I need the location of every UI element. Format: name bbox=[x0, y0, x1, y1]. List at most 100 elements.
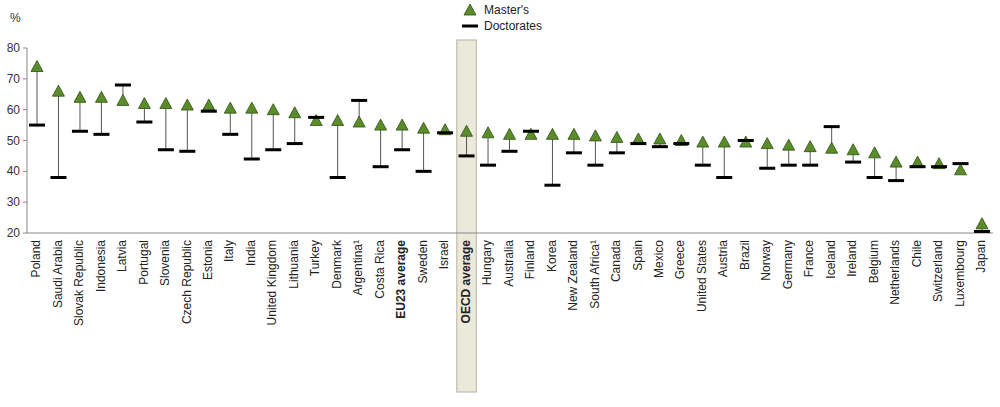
dash-marker bbox=[416, 170, 432, 173]
dash-marker bbox=[93, 133, 109, 136]
dash-marker bbox=[201, 110, 217, 113]
dash-marker bbox=[351, 99, 367, 102]
x-tick-label: Indonesia bbox=[94, 240, 108, 292]
dash-marker bbox=[888, 179, 904, 182]
x-tick-label: EU23 average bbox=[394, 240, 408, 319]
dash-marker bbox=[781, 164, 797, 167]
triangle-marker bbox=[95, 91, 107, 102]
dash-marker bbox=[738, 139, 754, 142]
legend-marker bbox=[462, 25, 478, 28]
triangle-marker bbox=[976, 218, 988, 229]
dash-marker bbox=[953, 162, 969, 165]
triangle-marker bbox=[224, 102, 236, 113]
triangle-marker bbox=[52, 85, 64, 96]
dash-marker bbox=[459, 154, 475, 157]
range-line bbox=[187, 105, 188, 151]
chart: 20304050607080%PolandSaudi ArabiaSlovak … bbox=[0, 0, 1000, 407]
x-tick-label: France bbox=[802, 240, 816, 278]
range-line bbox=[337, 120, 338, 177]
x-tick-label: Greece bbox=[673, 240, 687, 280]
dash-marker bbox=[931, 165, 947, 168]
y-tick bbox=[23, 109, 27, 110]
triangle-marker bbox=[181, 99, 193, 110]
x-tick-label: Belgium bbox=[867, 240, 881, 283]
dash-marker bbox=[287, 142, 303, 145]
x-tick-label: Italy bbox=[222, 240, 236, 262]
x-tick-label: Chile bbox=[910, 240, 924, 268]
dash-marker bbox=[244, 158, 260, 161]
y-tick bbox=[23, 202, 27, 203]
legend-marker bbox=[464, 4, 476, 15]
x-tick-label: Switzerland bbox=[931, 240, 945, 302]
dash-marker bbox=[373, 165, 389, 168]
y-tick-label: 60 bbox=[7, 103, 21, 117]
triangle-marker bbox=[955, 164, 967, 175]
x-tick-label: Japan bbox=[974, 240, 988, 273]
x-tick-label: Costa Rica bbox=[373, 240, 387, 299]
dash-marker bbox=[437, 131, 453, 134]
y-tick-label: 80 bbox=[7, 41, 21, 55]
x-tick-label: Korea bbox=[545, 240, 559, 272]
triangle-marker bbox=[418, 122, 430, 133]
dash-marker bbox=[544, 184, 560, 187]
x-tick-label: Lithuania bbox=[287, 240, 301, 289]
y-tick bbox=[23, 233, 27, 234]
dash-marker bbox=[29, 124, 45, 127]
legend-label: Doctorates bbox=[484, 19, 542, 33]
triangle-marker bbox=[611, 131, 623, 142]
triangle-marker bbox=[160, 98, 172, 109]
dash-marker bbox=[974, 230, 990, 233]
dash-marker bbox=[673, 142, 689, 145]
triangle-marker bbox=[267, 104, 279, 115]
x-tick-label: Israel bbox=[437, 240, 451, 269]
dash-marker bbox=[824, 125, 840, 128]
dash-marker bbox=[179, 150, 195, 153]
dash-marker bbox=[867, 176, 883, 179]
x-tick-label: United States bbox=[695, 240, 709, 312]
dash-marker bbox=[115, 84, 131, 87]
dash-marker bbox=[652, 145, 668, 148]
x-tick-label: Iceland bbox=[824, 240, 838, 279]
dash-marker bbox=[695, 164, 711, 167]
dash-marker bbox=[845, 161, 861, 164]
x-tick-label: Argentina¹ bbox=[351, 240, 365, 295]
dash-marker bbox=[502, 150, 518, 153]
y-tick bbox=[23, 140, 27, 141]
triangle-marker bbox=[396, 119, 408, 130]
x-tick-label: Turkey bbox=[308, 240, 322, 276]
dash-marker bbox=[158, 148, 174, 151]
triangle-marker bbox=[482, 127, 494, 138]
range-line bbox=[37, 67, 38, 126]
x-tick-label: Netherlands bbox=[888, 240, 902, 305]
x-tick-label: Germany bbox=[781, 240, 795, 289]
dash-marker bbox=[759, 167, 775, 170]
triangle-marker bbox=[890, 156, 902, 167]
dash-marker bbox=[72, 130, 88, 133]
x-tick-label: New Zealand bbox=[566, 240, 580, 311]
triangle-marker bbox=[203, 99, 215, 110]
triangle-marker bbox=[117, 94, 129, 105]
range-line bbox=[58, 91, 59, 177]
highlight-band bbox=[457, 40, 476, 392]
range-line bbox=[552, 134, 553, 185]
x-tick-label: Hungary bbox=[480, 240, 494, 285]
dash-marker bbox=[630, 142, 646, 145]
x-tick-label: Austria bbox=[716, 240, 730, 278]
y-axis-label: % bbox=[10, 11, 21, 25]
x-tick-label: Poland bbox=[29, 240, 43, 277]
dash-marker bbox=[523, 130, 539, 133]
x-tick-label: South Africa¹ bbox=[588, 240, 602, 309]
triangle-marker bbox=[504, 128, 516, 139]
triangle-marker bbox=[826, 142, 838, 153]
triangle-marker bbox=[761, 138, 773, 149]
x-tick-label: Spain bbox=[631, 240, 645, 271]
x-tick-label: Slovak Republic bbox=[72, 240, 86, 326]
triangle-marker bbox=[568, 128, 580, 139]
x-tick-label: Ireland bbox=[845, 240, 859, 277]
legend-label: Master's bbox=[484, 3, 529, 17]
x-tick-label: Czech Republic bbox=[180, 240, 194, 324]
triangle-marker bbox=[783, 139, 795, 150]
x-tick-label: United Kingdom bbox=[265, 240, 279, 325]
x-tick-label: Slovenia bbox=[158, 240, 172, 286]
y-tick bbox=[23, 78, 27, 79]
